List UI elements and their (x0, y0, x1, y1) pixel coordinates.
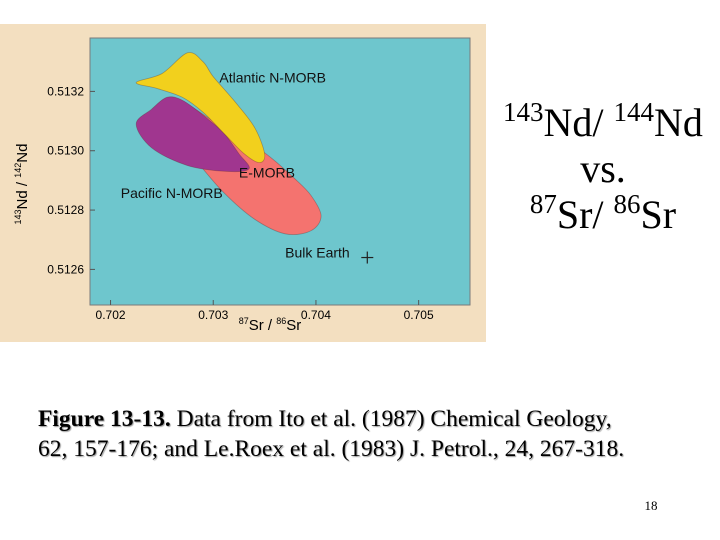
title-line-nd-ratio: 143Nd/ 144Nd (503, 97, 703, 146)
atlantic-n-morb-label: Atlantic N-MORB (219, 70, 326, 86)
bulk-earth-marker (361, 251, 374, 264)
figure-caption: Figure 13-13. Data from Ito et al. (1987… (38, 404, 638, 464)
caption-figure-number: Figure 13-13. (38, 406, 171, 432)
y-axis-label: 143Nd / 142Nd (13, 144, 31, 225)
x-tick-label: 0.703 (198, 308, 228, 322)
atlantic-n-morb-field (135, 52, 266, 164)
title-line-vs: vs. (580, 146, 626, 191)
y-tick-label: 0.5130 (47, 144, 84, 158)
y-tick-label: 0.5126 (47, 262, 84, 276)
title-line-sr-ratio: 87Sr/ 86Sr (529, 189, 677, 238)
x-tick-label: 0.702 (96, 308, 126, 322)
pacific-n-morb-field (135, 96, 250, 173)
y-tick-label: 0.5132 (47, 84, 84, 98)
x-tick-label: 0.705 (404, 308, 434, 322)
e-morb-label: E-MORB (239, 164, 295, 180)
slide-title: 143Nd/ 144Nd vs. 87Sr/ 86Sr (486, 97, 720, 238)
y-tick-label: 0.5128 (47, 203, 84, 217)
x-axis-label: 87Sr / 86Sr (239, 316, 302, 334)
bulk-earth-label: Bulk Earth (285, 245, 350, 261)
nd-sr-isotope-chart: 0.702 0.703 0.704 0.705 0.5126 0.5128 0.5130 0.… (0, 24, 486, 342)
figure-panel: 0.702 0.703 0.704 0.705 0.5126 0.5128 0.5130 0.… (0, 24, 486, 342)
slide-number: 18 (644, 498, 658, 513)
caption-citation: Data from Ito et al. (1987) Chemical Geo… (38, 406, 625, 462)
pacific-n-morb-label: Pacific N-MORB (121, 185, 223, 201)
x-tick-label: 0.704 (301, 308, 331, 322)
